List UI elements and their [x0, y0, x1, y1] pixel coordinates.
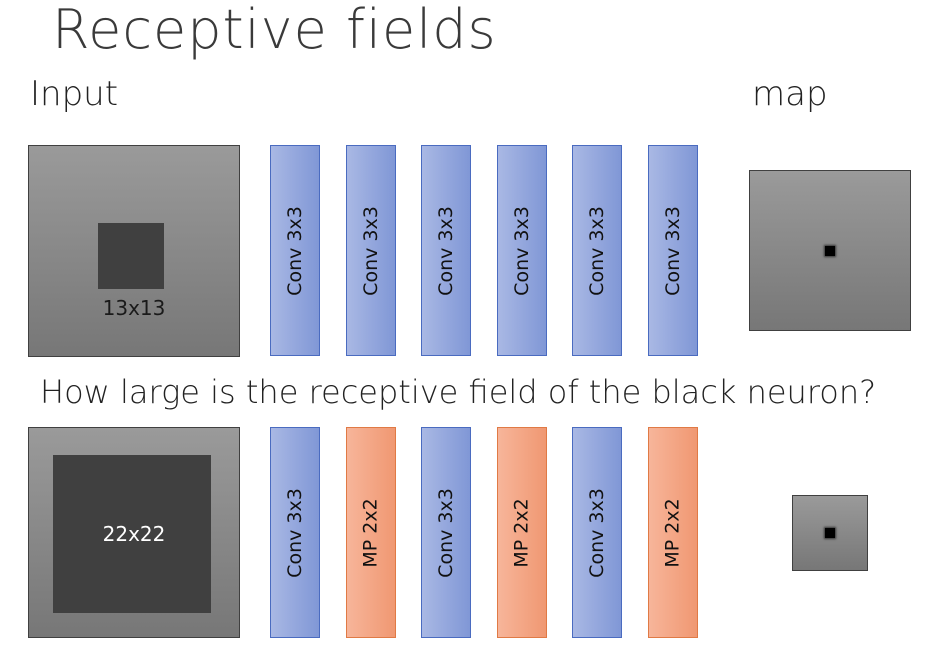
receptive-region-label-row1: 13x13 — [102, 296, 166, 320]
layer-label: Conv 3x3 — [435, 205, 458, 296]
layer-label: Conv 3x3 — [511, 205, 534, 296]
layer-row1-6: Conv 3x3 — [648, 145, 698, 356]
layer-row2-5: Conv 3x3 — [572, 427, 622, 638]
receptive-region-label-row2: 22x22 — [102, 522, 166, 546]
layer-label: Conv 3x3 — [435, 487, 458, 578]
layer-row1-1: Conv 3x3 — [270, 145, 320, 356]
layer-row2-4: MP 2x2 — [497, 427, 547, 638]
layer-label: MP 2x2 — [511, 497, 533, 568]
input-image-row1: 13x13 — [28, 145, 240, 357]
map-label: map — [752, 74, 828, 114]
layer-label: Conv 3x3 — [284, 205, 307, 296]
layer-label: MP 2x2 — [360, 497, 382, 568]
slide-title: Receptive fields — [52, 0, 497, 61]
black-neuron-row1 — [825, 246, 835, 256]
black-neuron-row2 — [825, 528, 835, 538]
output-map-row2 — [792, 495, 868, 571]
layer-label: Conv 3x3 — [586, 205, 609, 296]
layer-row1-2: Conv 3x3 — [346, 145, 396, 356]
layer-label: Conv 3x3 — [586, 487, 609, 578]
output-map-row1 — [749, 170, 911, 331]
layer-row2-2: MP 2x2 — [346, 427, 396, 638]
input-image-row2: 22x22 — [28, 427, 240, 638]
layer-row2-1: Conv 3x3 — [270, 427, 320, 638]
layer-label: Conv 3x3 — [662, 205, 685, 296]
layer-label: Conv 3x3 — [360, 205, 383, 296]
layer-label: MP 2x2 — [662, 497, 684, 568]
receptive-region-row2 — [53, 455, 211, 613]
layer-label: Conv 3x3 — [284, 487, 307, 578]
layer-row2-6: MP 2x2 — [648, 427, 698, 638]
layer-row2-3: Conv 3x3 — [421, 427, 471, 638]
question-text: How large is the receptive field of the … — [40, 373, 877, 411]
layer-row1-3: Conv 3x3 — [421, 145, 471, 356]
layer-row1-4: Conv 3x3 — [497, 145, 547, 356]
receptive-region-row1 — [98, 223, 164, 289]
input-label: Input — [30, 74, 119, 114]
layer-row1-5: Conv 3x3 — [572, 145, 622, 356]
